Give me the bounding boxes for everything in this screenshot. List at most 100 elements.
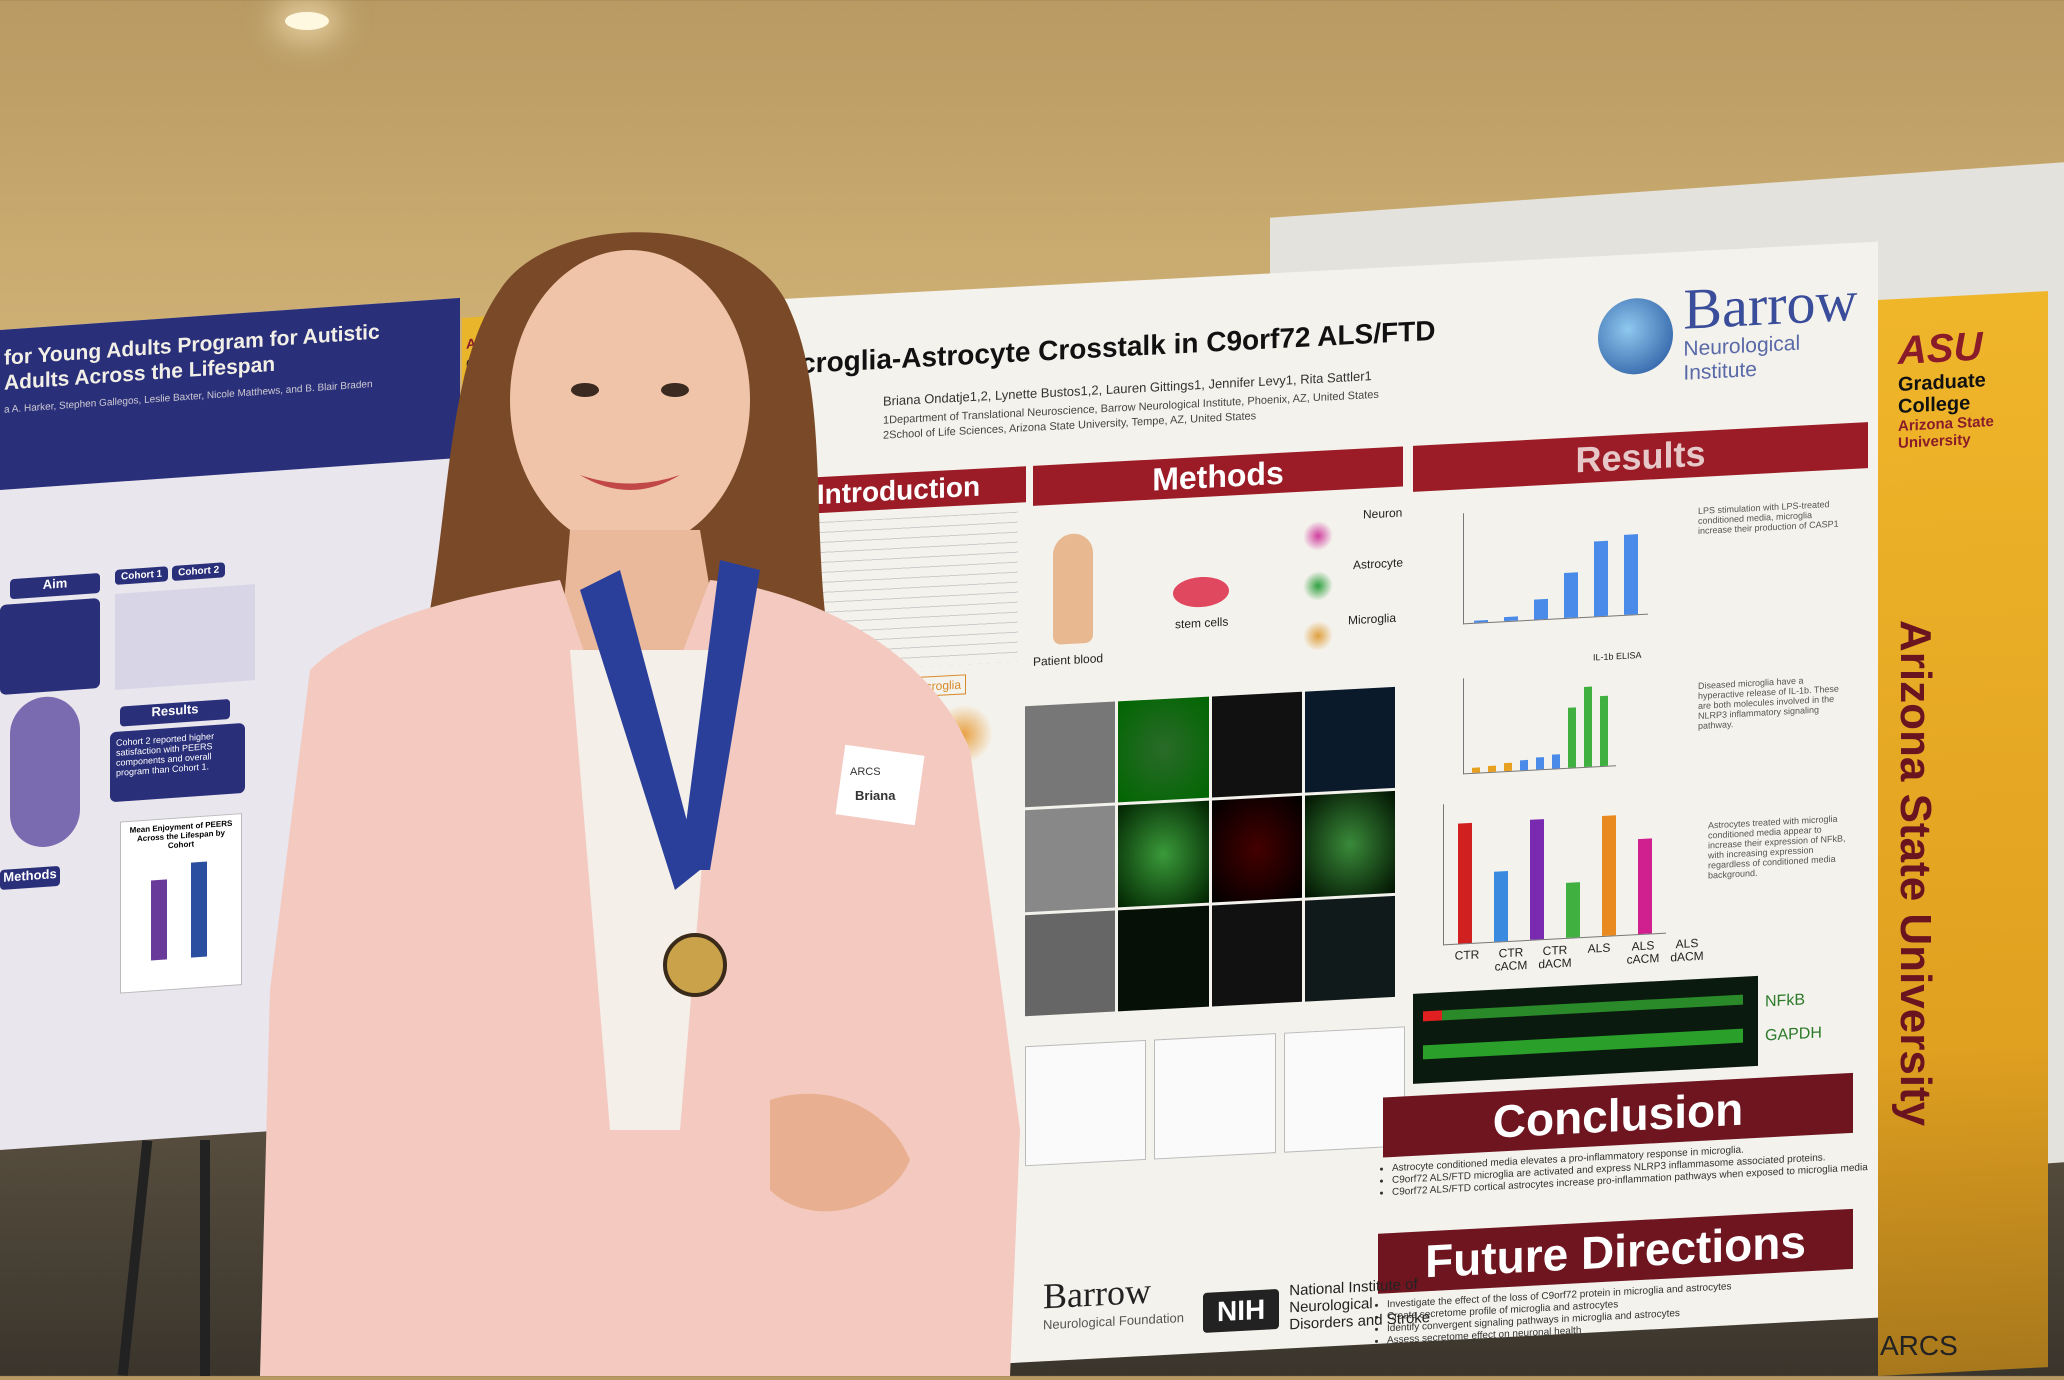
micrograph bbox=[1118, 696, 1209, 803]
microscopy-grid bbox=[1025, 686, 1395, 1017]
right-eye bbox=[661, 383, 689, 397]
ninds-name: National Institute of Neurological Disor… bbox=[1289, 1275, 1431, 1334]
chart-bar bbox=[1624, 534, 1638, 615]
casp1-chart bbox=[1463, 503, 1648, 625]
smile bbox=[580, 475, 680, 490]
left-poster-table-header: Cohort 1 Cohort 2 bbox=[115, 562, 226, 585]
barrow-logo: Barrow Neurological Institute bbox=[1598, 267, 1878, 391]
chart-bar bbox=[1474, 620, 1488, 623]
white-top bbox=[570, 650, 720, 1130]
asu-graduate-college-logo: ASU Graduate College Arizona State Unive… bbox=[1878, 291, 2048, 453]
microglia-icon bbox=[1303, 620, 1333, 652]
left-poster-methods: Methods bbox=[0, 865, 60, 890]
chart-bar bbox=[1566, 882, 1580, 938]
micrograph bbox=[1304, 895, 1395, 1002]
methods-label-microglia: Microglia bbox=[1348, 610, 1397, 628]
asu-mark: ASU bbox=[1898, 324, 1983, 373]
chart-bar bbox=[1638, 838, 1652, 935]
western-blot bbox=[1413, 975, 1758, 1084]
table-header: Cohort 2 bbox=[172, 562, 226, 581]
blot-band-nfkb bbox=[1423, 994, 1743, 1022]
workflow-panel bbox=[1154, 1033, 1276, 1160]
nih-mark: NIH bbox=[1203, 1288, 1280, 1333]
chart-bar bbox=[1602, 815, 1616, 937]
micrograph bbox=[1304, 686, 1395, 793]
chart-bar bbox=[151, 879, 167, 961]
micrograph bbox=[1211, 691, 1302, 798]
section-results: Results bbox=[1413, 422, 1868, 492]
chart-label: ALS dACM bbox=[1670, 935, 1704, 965]
face bbox=[510, 250, 750, 550]
blot-band-gapdh bbox=[1423, 1028, 1743, 1060]
chart-bar bbox=[1584, 686, 1592, 767]
chart-bar bbox=[1564, 572, 1578, 619]
methods-label-astrocyte: Astrocyte bbox=[1353, 555, 1404, 573]
arcs-logo: ARCS bbox=[1880, 1330, 1958, 1361]
micrograph bbox=[1118, 905, 1209, 1012]
arizona-state-university-vertical: Arizona State University bbox=[1891, 620, 1940, 1127]
chart-bar bbox=[1536, 757, 1544, 770]
petri-dish-icon bbox=[1173, 575, 1229, 609]
barrow-foundation-name: Barrow bbox=[1043, 1270, 1151, 1317]
chart-label: CTR cACM bbox=[1494, 945, 1528, 974]
left-poster-table bbox=[115, 584, 255, 690]
result-note: Diseased microglia have a hyperactive re… bbox=[1698, 675, 1839, 731]
chart-bar bbox=[1600, 695, 1608, 767]
barrow-foundation-logo: Barrow Neurological Foundation bbox=[1043, 1268, 1184, 1333]
left-poster-aim: Aim bbox=[10, 573, 100, 600]
chart-bar bbox=[1534, 598, 1548, 620]
micrograph bbox=[1211, 900, 1302, 1007]
micrograph bbox=[1211, 796, 1302, 903]
micrograph bbox=[1118, 800, 1209, 908]
chart-bar bbox=[1458, 822, 1472, 944]
methods-label-stem: stem cells bbox=[1175, 614, 1229, 632]
hand bbox=[770, 1093, 910, 1212]
brain-logo-icon bbox=[1598, 296, 1674, 377]
left-poster-results: Results bbox=[120, 698, 230, 727]
result-note: LPS stimulation with LPS-treated conditi… bbox=[1698, 499, 1839, 536]
chart-bar bbox=[1488, 765, 1496, 773]
chart-bar bbox=[1530, 819, 1544, 940]
il1b-chart bbox=[1463, 670, 1616, 775]
chart-bar bbox=[191, 861, 207, 958]
chart-label: CTR bbox=[1454, 947, 1480, 963]
chart-bar bbox=[1472, 767, 1480, 773]
left-poster-diagram bbox=[10, 694, 80, 850]
chart-bar bbox=[1494, 870, 1508, 942]
chart-bar bbox=[1520, 759, 1528, 771]
medal-icon bbox=[663, 933, 727, 997]
blot-label-nfkb: NFkB bbox=[1765, 991, 1805, 1011]
table-header: Cohort 1 bbox=[115, 566, 169, 585]
left-poster-chart: Mean Enjoyment of PEERS Across the Lifes… bbox=[120, 813, 242, 994]
micrograph bbox=[1304, 791, 1395, 898]
chart-bar bbox=[1552, 754, 1560, 769]
workflow-diagram bbox=[1025, 1026, 1405, 1167]
badge-org: ARCS bbox=[850, 766, 881, 778]
medal-ribbon bbox=[580, 560, 760, 890]
left-poster-chart-title: Mean Enjoyment of PEERS Across the Lifes… bbox=[129, 818, 233, 851]
section-methods: Methods bbox=[1033, 446, 1403, 506]
left-poster-results-text: Cohort 2 reported higher satisfaction wi… bbox=[110, 722, 245, 803]
neuron-icon bbox=[1303, 520, 1333, 552]
methods-label-neuron: Neuron bbox=[1363, 505, 1403, 522]
barrow-logo-sub: Neurological Institute bbox=[1683, 331, 1801, 385]
chart-label: CTR dACM bbox=[1538, 942, 1572, 972]
left-poster-aim-box bbox=[0, 598, 100, 695]
elisa-chart-title: IL-1b ELISA bbox=[1593, 649, 1642, 663]
chart-label: ALS bbox=[1587, 940, 1611, 956]
nfkb-chart bbox=[1443, 792, 1666, 946]
barrow-logo-name: Barrow bbox=[1683, 267, 1858, 342]
badge-name: Briana bbox=[855, 788, 896, 803]
person-presenter: ARCS Briana bbox=[260, 232, 1020, 1376]
chart-bar bbox=[1504, 616, 1518, 622]
ceiling-light bbox=[285, 12, 329, 30]
easel-leg bbox=[200, 1140, 210, 1376]
astrocyte-icon bbox=[1303, 570, 1333, 602]
chart-bar bbox=[1504, 762, 1512, 772]
chart-label: ALS cACM bbox=[1626, 938, 1660, 967]
result-note: Astrocytes treated with microglia condit… bbox=[1708, 813, 1846, 881]
chart-bar bbox=[1568, 707, 1576, 768]
name-badge bbox=[835, 744, 925, 826]
chart-bar bbox=[1594, 540, 1608, 617]
left-eye bbox=[571, 383, 599, 397]
